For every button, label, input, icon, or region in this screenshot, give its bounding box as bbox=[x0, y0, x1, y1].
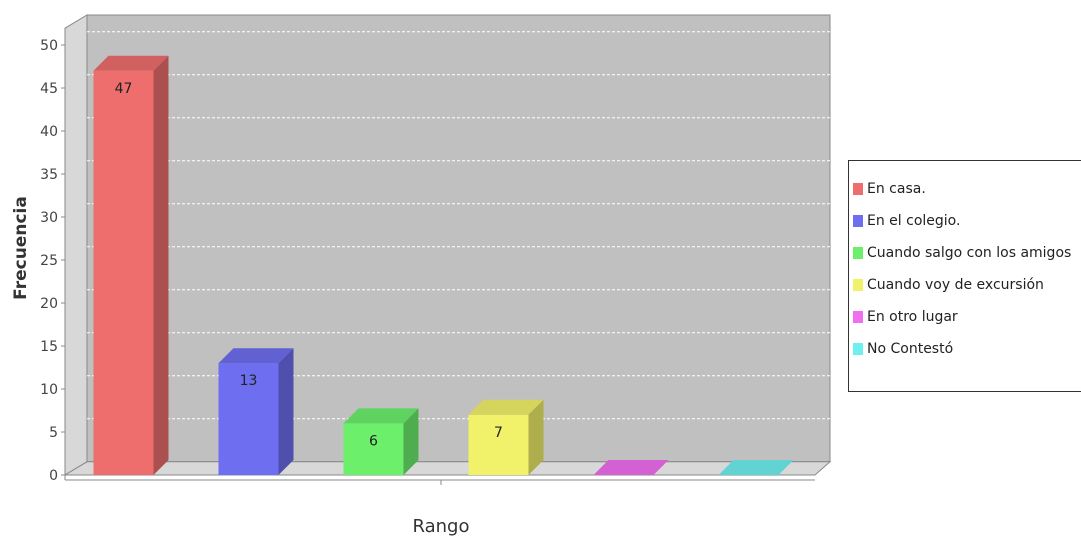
data-label: 13 bbox=[240, 373, 258, 389]
legend-label: En casa. bbox=[867, 181, 926, 197]
bar-top bbox=[343, 408, 419, 424]
y-axis-label: Frecuencia bbox=[11, 196, 31, 300]
legend: En casa. En el colegio. Cuando salgo con l… bbox=[848, 160, 1081, 392]
legend-label: No Contestó bbox=[867, 341, 954, 357]
legend-item: Cuando voy de excursión bbox=[853, 269, 1081, 301]
legend-label: Cuando salgo con los amigos bbox=[867, 245, 1072, 261]
y-tick-label: 30 bbox=[40, 210, 58, 226]
bar bbox=[93, 55, 169, 476]
bar-front bbox=[343, 423, 404, 475]
left-wall bbox=[64, 14, 88, 476]
y-tick-label: 35 bbox=[40, 167, 58, 183]
data-label: 6 bbox=[369, 433, 378, 449]
bar-top bbox=[93, 55, 169, 71]
bar-top bbox=[218, 348, 294, 364]
legend-label: En otro lugar bbox=[867, 309, 958, 325]
legend-item: En otro lugar bbox=[853, 301, 1081, 333]
bar-front bbox=[468, 414, 529, 475]
bars bbox=[93, 55, 794, 476]
legend-item: En casa. bbox=[853, 173, 1081, 205]
y-tick-label: 25 bbox=[40, 253, 58, 269]
y-tick-label: 40 bbox=[40, 124, 58, 140]
bar-side bbox=[278, 348, 294, 475]
legend-item: Cuando salgo con los amigos bbox=[853, 237, 1081, 269]
legend-swatch bbox=[853, 279, 863, 291]
bar bbox=[343, 408, 419, 475]
y-tick-label: 0 bbox=[49, 468, 58, 484]
bar bbox=[468, 399, 544, 475]
data-label: 47 bbox=[115, 81, 133, 97]
y-tick-label: 5 bbox=[49, 425, 58, 441]
grid-lines bbox=[87, 31, 830, 420]
y-tick-label: 45 bbox=[40, 81, 58, 97]
legend-swatch bbox=[853, 183, 863, 195]
bar-side bbox=[528, 399, 544, 475]
bar-side bbox=[153, 55, 169, 476]
legend-item: No Contestó bbox=[853, 333, 1081, 365]
legend-swatch bbox=[853, 247, 863, 259]
bar-top bbox=[593, 460, 669, 475]
y-tick-label: 10 bbox=[40, 382, 58, 398]
y-tick-label: 15 bbox=[40, 339, 58, 355]
back-wall bbox=[86, 14, 831, 463]
bar bbox=[218, 348, 294, 475]
y-tick-label: 20 bbox=[40, 296, 58, 312]
bar-top bbox=[468, 399, 544, 415]
legend-swatch bbox=[853, 215, 863, 227]
data-label: 7 bbox=[494, 425, 503, 441]
legend-swatch bbox=[853, 343, 863, 355]
bar bbox=[593, 460, 669, 475]
bar bbox=[718, 460, 794, 475]
legend-item: En el colegio. bbox=[853, 205, 1081, 237]
bar-front bbox=[93, 70, 154, 476]
data-labels: 47 13 6 7 bbox=[115, 81, 503, 450]
plot-area bbox=[63, 14, 832, 485]
bar-side bbox=[403, 408, 419, 475]
y-tick-label: 50 bbox=[40, 38, 58, 54]
floor bbox=[63, 461, 832, 476]
bar-front bbox=[218, 363, 279, 475]
legend-label: En el colegio. bbox=[867, 213, 961, 229]
legend-swatch bbox=[853, 311, 863, 323]
y-axis-ticks: 0 5 10 15 20 25 30 35 40 45 50 bbox=[40, 38, 65, 484]
legend-label: Cuando voy de excursión bbox=[867, 277, 1044, 293]
x-axis-label: Rango bbox=[413, 516, 470, 537]
bar-top bbox=[718, 460, 794, 475]
